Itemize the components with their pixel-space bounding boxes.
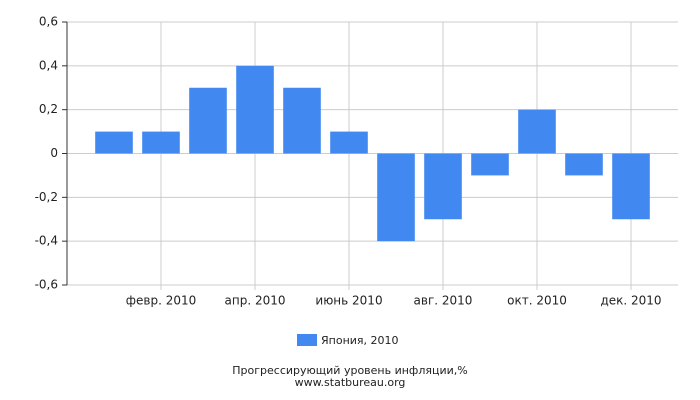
bar (330, 131, 368, 154)
y-tick-label: 0,2 (39, 102, 58, 116)
x-tick-label: февр. 2010 (126, 294, 197, 308)
y-tick-label: 0,6 (39, 15, 58, 29)
bar (471, 153, 509, 176)
x-tick-label: авг. 2010 (414, 294, 473, 308)
y-tick-label: -0,2 (35, 190, 58, 204)
x-tick-label: дек. 2010 (600, 294, 661, 308)
bar (424, 153, 462, 220)
chart-title: Прогрессирующий уровень инфляции,% (232, 364, 467, 377)
bar (189, 87, 227, 154)
x-tick-label: апр. 2010 (225, 294, 286, 308)
bar (377, 153, 415, 242)
bar (236, 65, 274, 154)
bar (142, 131, 180, 154)
chart-source: www.statbureau.org (295, 376, 406, 389)
bar (283, 87, 321, 154)
x-tick-label: окт. 2010 (507, 294, 567, 308)
x-tick-label: июнь 2010 (315, 294, 382, 308)
bar (518, 109, 556, 154)
y-tick-label: -0,6 (35, 278, 58, 292)
y-tick-label: -0,4 (35, 234, 58, 248)
y-tick-label: 0 (50, 146, 58, 160)
bar (565, 153, 603, 176)
bar (95, 131, 133, 154)
y-tick-label: 0,4 (39, 58, 58, 72)
bar (612, 153, 650, 220)
legend-swatch (297, 334, 317, 346)
legend-label: Япония, 2010 (321, 334, 399, 347)
